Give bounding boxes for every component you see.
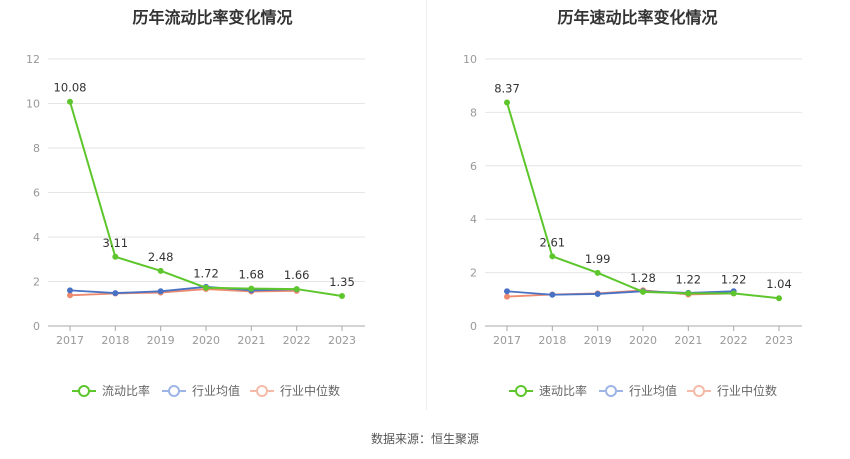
y-tick-label: 0: [33, 320, 40, 333]
source-note: 数据来源：恒生聚源: [370, 432, 479, 446]
data-label: 8.37: [494, 82, 520, 96]
data-label: 3.11: [103, 236, 129, 250]
legend-swatch-marker: [256, 385, 268, 397]
series-line-2: [69, 288, 297, 297]
y-tick-label: 10: [26, 98, 40, 111]
panel-divider: [426, 0, 427, 410]
chart-title-quick-ratio: 历年速动比率变化情况: [557, 8, 718, 27]
data-point: [67, 98, 73, 105]
legend-swatch-marker: [168, 385, 180, 397]
data-point: [549, 291, 556, 298]
data-point: [594, 290, 601, 297]
current-ratio-chart: 0 2 4 6 8 10 12 2017 2018 2019 2020 2021 2022 2023 10.…: [26, 53, 365, 398]
data-label: 1.66: [284, 268, 310, 282]
x-tick-label: 2023: [328, 334, 356, 347]
x-tick-label: 2018: [101, 334, 129, 347]
legend-swatch-marker: [515, 385, 527, 397]
data-point: [730, 290, 737, 297]
data-point: [640, 288, 646, 295]
legend-swatch-marker: [693, 385, 705, 397]
data-label: 1.68: [239, 268, 265, 282]
data-label: 1.04: [766, 277, 792, 291]
legend-label: 流动比率: [102, 383, 150, 398]
y-tick-label: 2: [33, 276, 40, 289]
y-tick-label: 2: [470, 267, 477, 280]
data-point: [293, 286, 300, 293]
legend-label: 速动比率: [539, 383, 587, 398]
x-tick-label: 2020: [192, 334, 220, 347]
data-label: 1.72: [193, 267, 219, 281]
data-point: [594, 269, 601, 276]
data-label: 1.22: [676, 272, 702, 286]
y-tick-label: 8: [33, 142, 40, 155]
x-tick-label: 2020: [629, 334, 657, 347]
legend-label: 行业中位数: [717, 383, 777, 398]
data-point: [776, 295, 782, 302]
x-tick-label: 2023: [765, 334, 793, 347]
legend-label: 行业均值: [192, 383, 240, 398]
series-line-1: [69, 285, 297, 294]
series-line-0: [506, 102, 780, 300]
quick-ratio-chart: 0 2 4 6 8 10 2017 2018 2019 2020 2021 2022 2023 8.37 2…: [463, 53, 802, 398]
chart-title-current-ratio: 历年流动比率变化情况: [132, 8, 293, 27]
y-tick-label: 0: [470, 320, 477, 333]
data-label: 2.48: [148, 250, 174, 264]
data-point: [339, 292, 345, 299]
x-tick-label: 2021: [674, 334, 702, 347]
data-point: [549, 253, 556, 260]
x-tick-label: 2019: [584, 334, 612, 347]
x-tick-label: 2017: [493, 334, 521, 347]
data-point: [112, 253, 119, 260]
y-tick-label: 8: [470, 106, 477, 119]
y-tick-label: 6: [33, 187, 40, 200]
y-tick-label: 10: [463, 53, 477, 66]
x-tick-label: 2022: [720, 334, 748, 347]
data-point: [67, 287, 73, 294]
data-point: [203, 284, 209, 291]
x-tick-label: 2022: [283, 334, 311, 347]
data-label: 1.28: [630, 271, 656, 285]
legend-swatch-marker: [605, 385, 617, 397]
data-point: [157, 267, 164, 274]
legend-label: 行业均值: [629, 383, 677, 398]
legend-label: 行业中位数: [280, 383, 340, 398]
data-label: 1.22: [721, 272, 747, 286]
data-label: 10.08: [54, 81, 87, 95]
data-label: 1.35: [329, 275, 355, 289]
y-tick-label: 4: [470, 213, 477, 226]
data-point: [248, 285, 255, 292]
y-tick-label: 12: [26, 53, 40, 66]
y-tick-label: 6: [470, 160, 477, 173]
data-point: [685, 290, 692, 297]
data-point: [504, 293, 510, 300]
y-tick-label: 4: [33, 231, 40, 244]
x-tick-label: 2017: [56, 334, 84, 347]
data-point: [504, 288, 510, 295]
data-point: [504, 99, 510, 106]
x-tick-label: 2019: [147, 334, 175, 347]
legend-swatch-marker: [78, 385, 90, 397]
x-tick-label: 2018: [538, 334, 566, 347]
data-point: [112, 290, 119, 297]
data-label: 2.61: [540, 235, 566, 249]
data-label: 1.99: [585, 252, 611, 266]
x-tick-label: 2021: [237, 334, 265, 347]
data-point: [157, 288, 164, 295]
